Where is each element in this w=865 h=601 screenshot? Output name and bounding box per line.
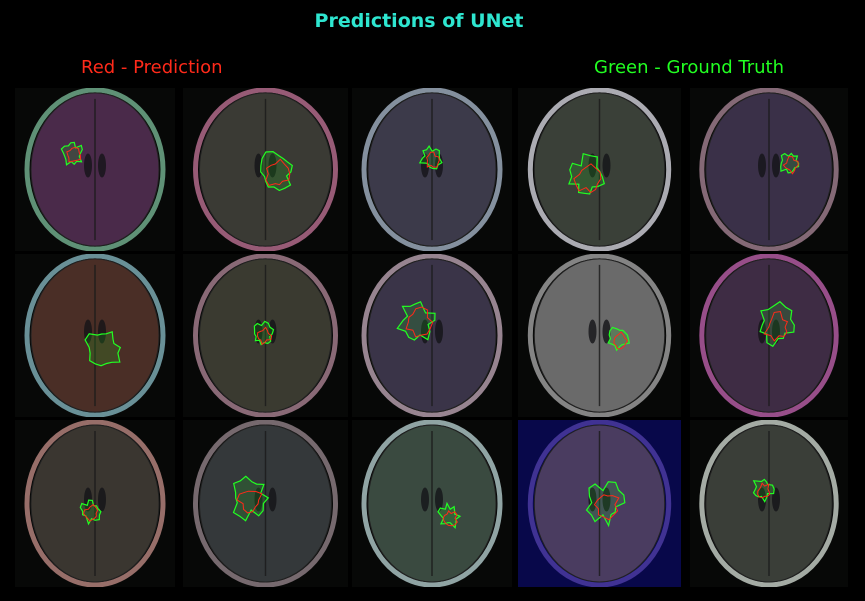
prediction-contour — [593, 494, 620, 521]
ground-truth-contour — [568, 152, 606, 195]
prediction-contour — [782, 155, 799, 175]
prediction-contour — [763, 311, 789, 342]
ground-truth-contour — [585, 481, 626, 528]
mri-slice-image — [15, 254, 175, 417]
prediction-contour — [82, 504, 99, 522]
legend-ground-truth: Green - Ground Truth — [594, 57, 785, 78]
prediction-contour — [66, 146, 82, 163]
ground-truth-contour — [607, 326, 631, 352]
mri-slice-image — [690, 254, 848, 417]
prediction-contour — [442, 510, 458, 527]
ground-truth-contour — [437, 501, 462, 529]
mri-slice-tile — [690, 254, 848, 417]
legend-prediction: Red - Prediction — [81, 57, 223, 78]
mri-slice-image — [183, 88, 348, 251]
mri-slice-tile — [15, 88, 175, 251]
mri-slice-image — [690, 420, 848, 587]
ground-truth-contour — [418, 144, 443, 170]
mri-slice-tile — [518, 420, 681, 587]
prediction-contour — [256, 326, 273, 346]
ground-truth-contour — [780, 152, 800, 174]
mri-slice-image — [518, 420, 681, 587]
prediction-contour — [236, 490, 263, 514]
prediction-contour — [426, 151, 440, 168]
mri-slice-image — [352, 420, 512, 587]
ground-truth-contour — [84, 330, 122, 367]
prediction-contour — [405, 306, 434, 338]
prediction-contour — [613, 331, 629, 350]
prediction-contour — [265, 158, 291, 186]
mri-slice-tile — [518, 88, 681, 251]
mri-slice-image — [15, 420, 175, 587]
mri-slice-tile — [15, 420, 175, 587]
mri-slice-image — [690, 88, 848, 251]
ground-truth-contour — [396, 301, 436, 341]
mri-slice-image — [183, 420, 348, 587]
mri-slice-tile — [352, 254, 512, 417]
mri-slice-image — [352, 88, 512, 251]
mri-slice-tile — [352, 88, 512, 251]
ground-truth-contour — [232, 475, 270, 522]
mri-slice-tile — [183, 420, 348, 587]
prediction-contour — [573, 163, 602, 194]
mri-slice-image — [352, 254, 512, 417]
mri-slice-tile — [352, 420, 512, 587]
mri-slice-image — [518, 88, 681, 251]
mri-slice-tile — [690, 420, 848, 587]
figure-title: Predictions of UNet — [314, 10, 524, 32]
mri-slice-image — [518, 254, 681, 417]
mri-slice-tile — [15, 254, 175, 417]
mri-slice-tile — [518, 254, 681, 417]
mri-slice-tile — [183, 88, 348, 251]
mri-slice-tile — [183, 254, 348, 417]
mri-slice-image — [183, 254, 348, 417]
mri-slice-tile — [690, 88, 848, 251]
mri-slice-image — [15, 88, 175, 251]
prediction-contour — [757, 482, 771, 499]
